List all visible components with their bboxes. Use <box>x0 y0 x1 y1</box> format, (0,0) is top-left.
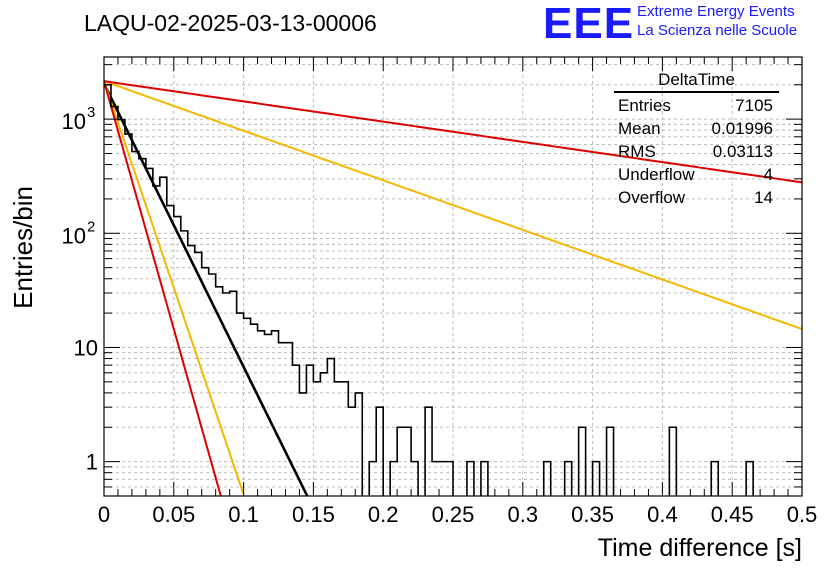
x-tick-label: 0 <box>98 502 110 527</box>
stats-row-entries: Entries 7105 <box>614 94 779 117</box>
stats-label: Overflow <box>618 188 686 207</box>
fit-curve-17.5 <box>104 82 309 496</box>
y-tick-exponent: 2 <box>87 218 95 235</box>
stats-label: Entries <box>618 96 671 115</box>
x-tick-label: 0.1 <box>228 502 259 527</box>
stats-title: DeltaTime <box>614 70 779 93</box>
axis-ticks <box>103 57 803 497</box>
x-tick-label: 0.3 <box>508 502 539 527</box>
x-axis-label: Time difference [s] <box>597 534 802 562</box>
stats-row-underflow: Underflow 4 <box>614 163 779 186</box>
fit-curve-10.0 <box>104 80 222 496</box>
x-tick-label: 0.35 <box>571 502 614 527</box>
histogram-outline <box>104 83 754 496</box>
tick-labels: 0 0.05 0.1 0.15 0.2 0.25 0.3 0.35 0.4 0.45 0.5 1 10 1… <box>62 104 818 527</box>
x-tick-label: 0.2 <box>368 502 399 527</box>
stats-value: 14 <box>754 188 773 207</box>
stats-label: Mean <box>618 119 661 138</box>
stats-row-mean: Mean 0.01996 <box>614 117 779 140</box>
stats-row-overflow: Overflow 14 <box>614 186 779 209</box>
fit-curve-12.0 <box>104 80 245 495</box>
stats-value: 7105 <box>735 96 773 115</box>
fit-curve-100.0 <box>104 80 802 331</box>
stats-row-rms: RMS 0.03113 <box>614 140 779 163</box>
y-axis-label: Entries/bin <box>8 186 38 309</box>
brand-line-2: La Scienza nelle Scuole <box>637 22 798 39</box>
fit-curves <box>104 80 802 496</box>
fit-curve-245.0 <box>104 80 802 184</box>
brand-line-1: Extreme Energy Events <box>637 3 795 20</box>
y-tick-label: 1 <box>86 450 98 475</box>
stats-value: 0.03113 <box>712 142 773 161</box>
stats-label: Underflow <box>618 165 695 184</box>
y-tick-label: 10 <box>74 335 98 360</box>
chart-title: LAQU-02-2025-03-13-00006 <box>84 10 377 36</box>
histogram-layer <box>104 83 754 496</box>
x-tick-label: 0.45 <box>711 502 754 527</box>
stats-value: 4 <box>763 165 773 184</box>
grid-lines <box>104 57 802 497</box>
x-tick-label: 0.4 <box>647 502 678 527</box>
y-tick-exponent: 3 <box>87 104 95 121</box>
eee-logo: EEE <box>543 0 635 48</box>
y-tick-label: 10 <box>62 223 86 248</box>
y-tick-label: 10 <box>62 109 86 134</box>
x-tick-label: 0.05 <box>152 502 195 527</box>
stats-value: 0.01996 <box>711 119 773 138</box>
stats-label: RMS <box>618 142 656 161</box>
stats-box: DeltaTime Entries 7105 Mean 0.01996 RMS … <box>614 70 779 209</box>
x-tick-label: 0.25 <box>432 502 475 527</box>
x-tick-label: 0.15 <box>292 502 335 527</box>
x-tick-label: 0.5 <box>787 502 818 527</box>
